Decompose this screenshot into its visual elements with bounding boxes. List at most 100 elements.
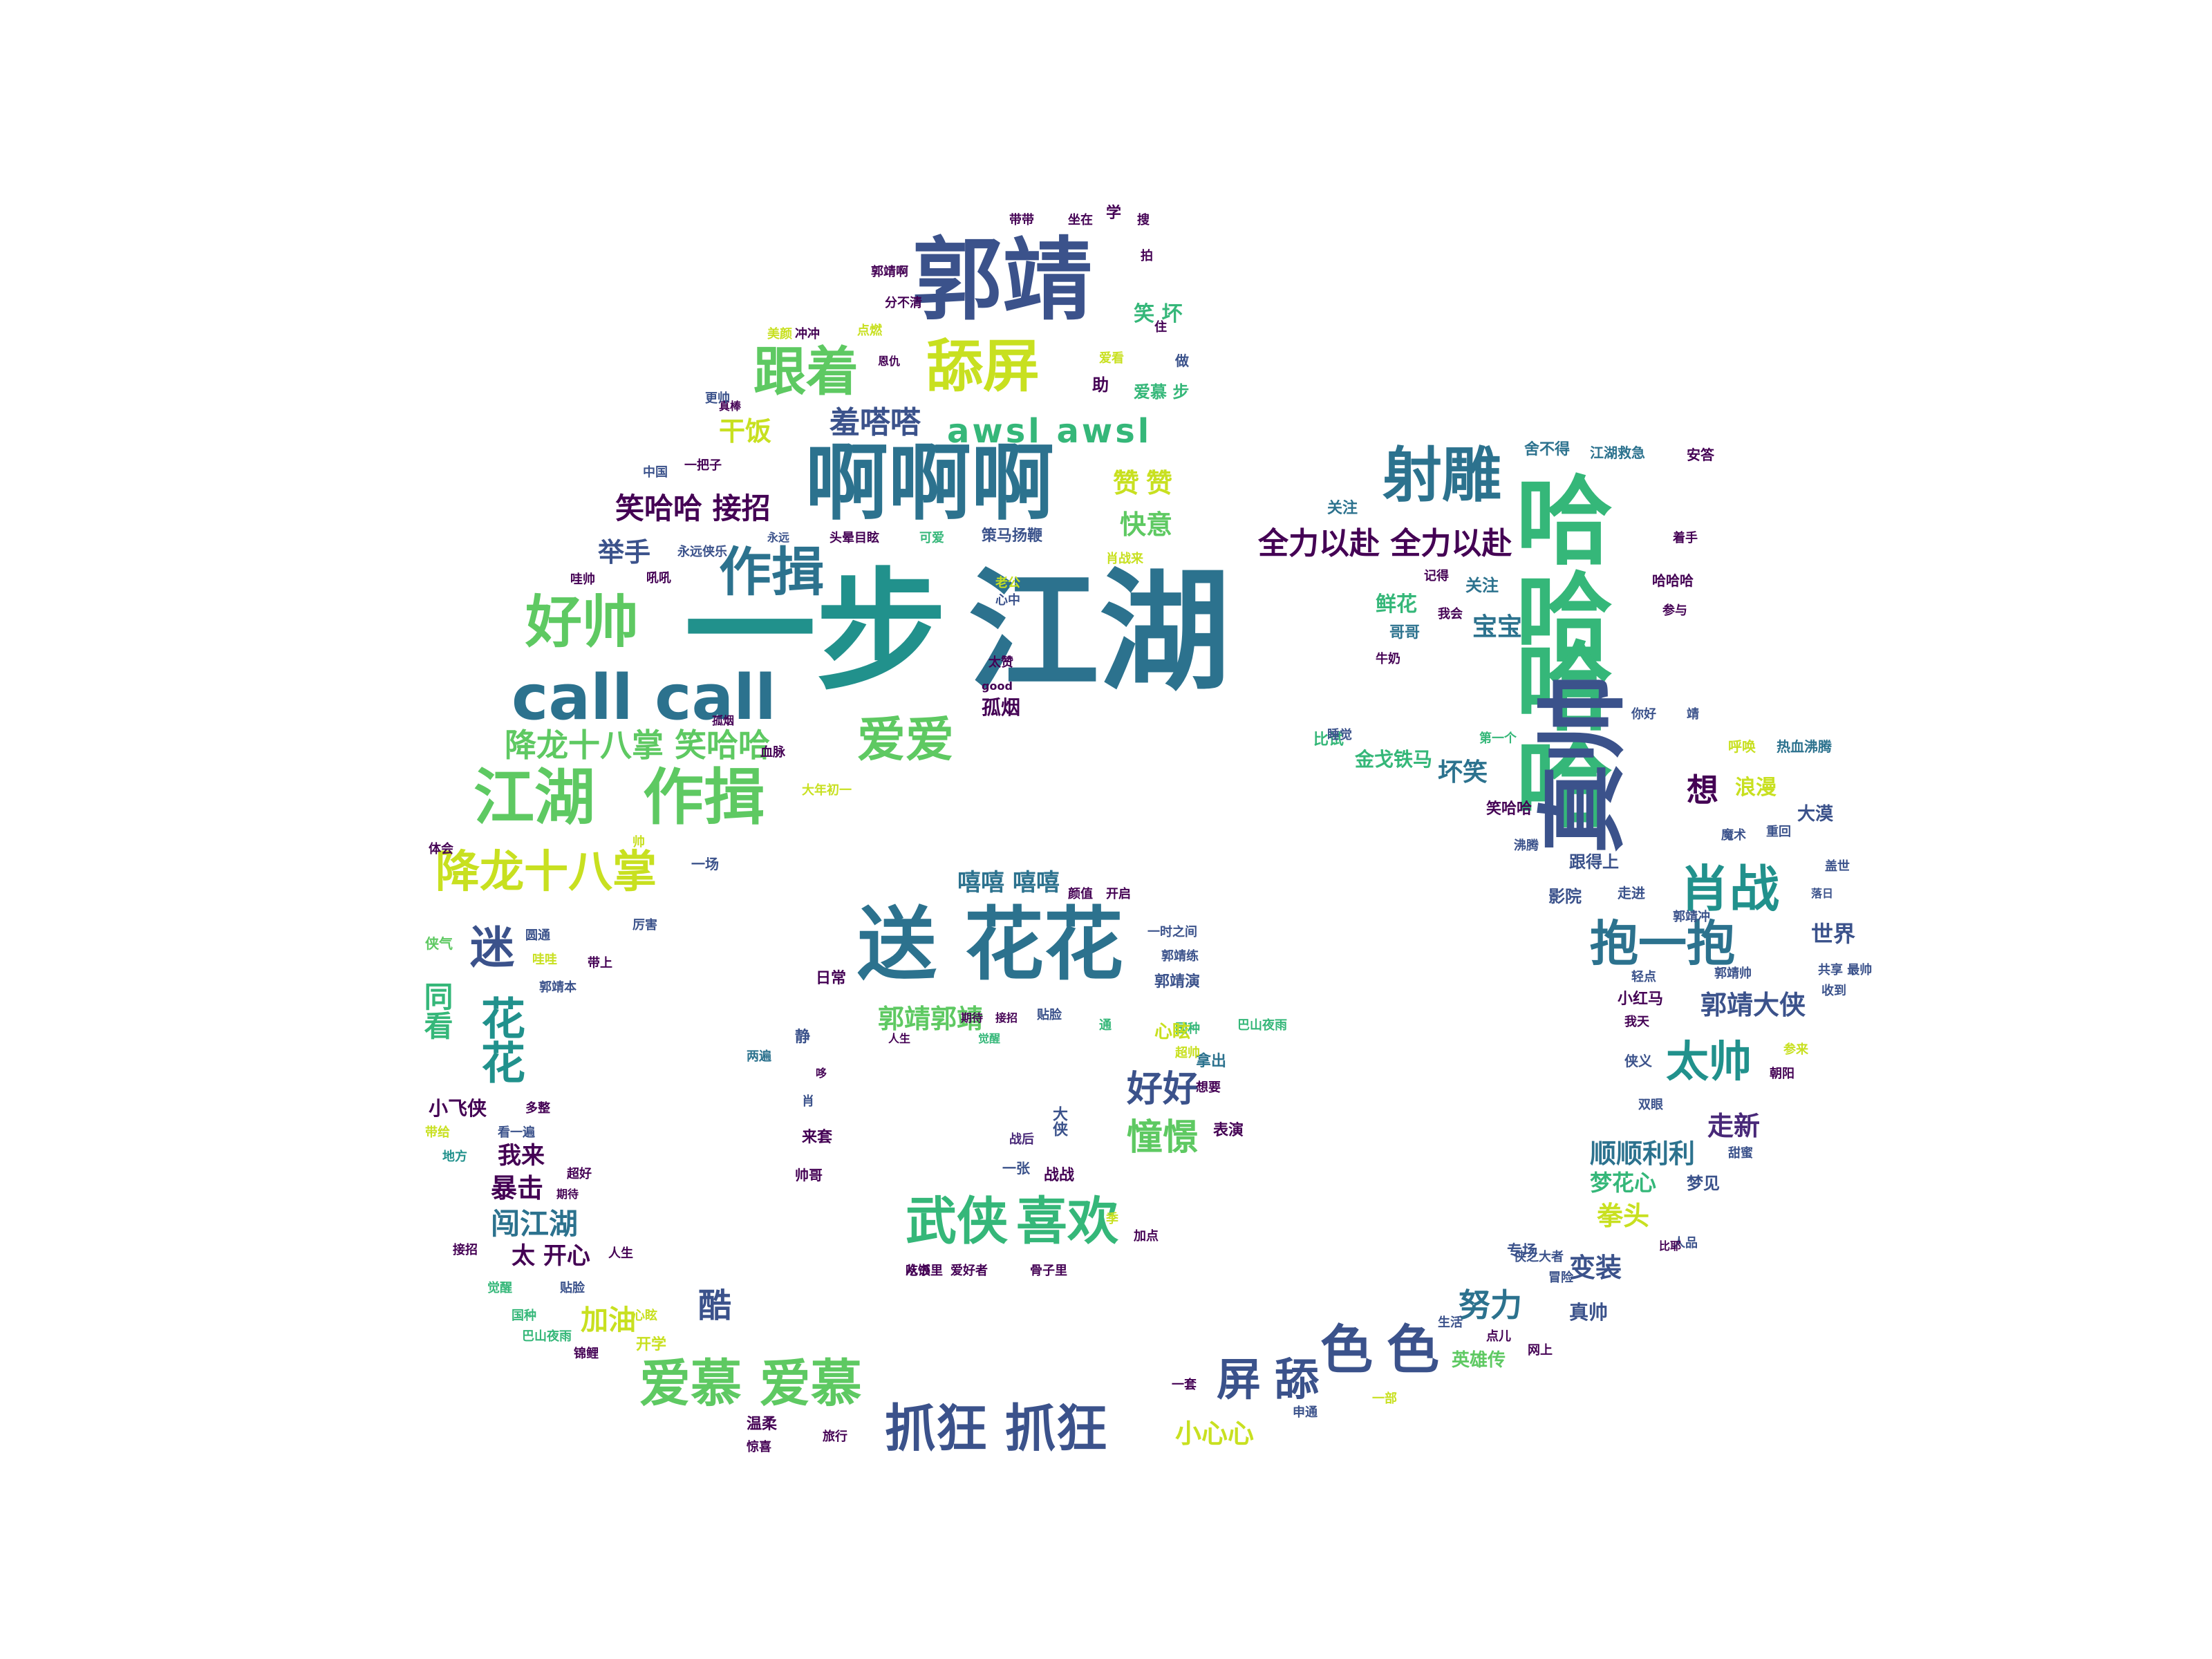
word-cloud-word: 点儿 — [1486, 1329, 1511, 1344]
word-cloud-word: 快意 — [1120, 509, 1173, 540]
word-cloud-word: good — [982, 679, 1013, 693]
word-cloud-word: 冒险 — [1548, 1271, 1573, 1285]
word-cloud-word: 同看 — [420, 982, 453, 1040]
word-cloud-word: 哇哇 — [532, 953, 557, 967]
word-cloud-word: call call — [512, 662, 776, 734]
word-cloud-word: 从书里 — [906, 1264, 943, 1278]
word-cloud-word: 抱一抱 — [1590, 915, 1735, 972]
word-cloud-word: 旅行 — [823, 1430, 847, 1444]
word-cloud-word: 太 开心 — [512, 1242, 590, 1270]
word-cloud-word: 圆通 — [525, 928, 550, 943]
word-cloud-word: 觉醒 — [978, 1032, 1001, 1045]
word-cloud-word: 我会 — [1438, 607, 1463, 621]
word-cloud-word: 永远 — [767, 531, 790, 544]
word-cloud-word: 小心心 — [1175, 1418, 1255, 1449]
word-cloud-word: 一张 — [1002, 1160, 1030, 1177]
word-cloud-word: 人生 — [608, 1246, 633, 1261]
word-cloud-word: 季 — [1106, 1212, 1118, 1226]
word-cloud-word: 郭靖冲 — [1673, 910, 1710, 924]
word-cloud-word: 努力 — [1459, 1286, 1522, 1324]
word-cloud-word: 送 — [857, 899, 937, 991]
word-cloud-word: 心中 — [995, 593, 1020, 608]
word-cloud-word: 哈哈 — [1499, 636, 1612, 830]
word-cloud-word: 学 — [1106, 205, 1122, 222]
word-cloud-word: 拳头 — [1597, 1201, 1650, 1231]
word-cloud-word: 作揖 — [643, 762, 765, 833]
word-cloud-word: 舔屏 — [926, 334, 1040, 400]
word-cloud-word: 呼唤 — [1728, 738, 1756, 755]
word-cloud-word: 可爱 — [919, 531, 944, 545]
word-cloud-word: 比试 — [1313, 731, 1344, 749]
word-cloud-word: 坐在 — [1068, 213, 1093, 227]
word-cloud-word: 降龙十八掌 笑哈哈 — [505, 727, 771, 764]
word-cloud-word: 郭靖啊 — [871, 265, 908, 279]
word-cloud-word: 助 — [1092, 375, 1109, 395]
word-cloud-word: 记得 — [1424, 569, 1449, 583]
word-cloud-word: 一场 — [691, 856, 719, 872]
word-cloud-word: 想要 — [1196, 1080, 1221, 1095]
word-cloud-word: 带上 — [588, 956, 612, 971]
word-cloud-word: 舍不得 — [1524, 441, 1571, 458]
word-cloud-word: 点燃 — [857, 324, 882, 338]
word-cloud-word: 共享 最帅 — [1818, 963, 1873, 977]
word-cloud-word: 冲冲 — [795, 327, 820, 341]
word-cloud-word: 好帅 — [525, 590, 639, 655]
word-cloud-word: 哈哈哈 — [1652, 572, 1694, 589]
word-cloud-word: 一时之间 — [1147, 925, 1197, 939]
word-cloud-word: 江湖 — [474, 762, 596, 833]
word-cloud-word: 贴脸 — [560, 1281, 585, 1295]
word-cloud-word: 国种 — [1175, 1022, 1200, 1036]
word-cloud-word: 老公 — [995, 576, 1020, 590]
word-cloud-word: 一部 — [1372, 1391, 1397, 1406]
word-cloud-word: 暴击 — [491, 1173, 544, 1203]
word-cloud-word: 赞赞 — [1113, 468, 1180, 498]
word-cloud-word: 肖战 — [1680, 860, 1780, 918]
word-cloud-word: 爱看 — [1099, 351, 1124, 366]
word-cloud-word: 抓狂 抓狂 — [885, 1399, 1107, 1459]
word-cloud-word: 真帅 — [1530, 673, 1636, 854]
word-cloud-word: 一套 — [1172, 1378, 1197, 1392]
word-cloud-word: 哆 — [816, 1067, 827, 1080]
word-cloud-word: 笑哈哈 — [1486, 800, 1533, 818]
word-cloud-word: 双眼 — [1638, 1098, 1663, 1112]
word-cloud-word: 侠气 — [425, 935, 453, 952]
word-cloud-word: 郭靖郭靖 — [878, 1004, 984, 1034]
word-cloud-word: 好好 — [1127, 1069, 1199, 1110]
word-cloud-word: 爱慕 爱慕 — [639, 1354, 862, 1414]
word-cloud-word: 更帅 — [705, 391, 730, 406]
word-cloud-word: 看一遍 — [498, 1125, 535, 1140]
word-cloud-word: 爱慕 步 — [1134, 382, 1190, 402]
word-cloud-word: 巴山夜雨 — [522, 1329, 572, 1344]
word-cloud-word: 干饭 — [719, 416, 772, 447]
word-cloud-word: 参来 — [1783, 1042, 1808, 1057]
word-cloud-word: 策马扬鞭 — [982, 527, 1043, 545]
word-cloud-word: 人生 — [888, 1032, 911, 1045]
word-cloud-word: 大年初一 — [802, 783, 852, 798]
word-cloud-word: 超帅 — [1175, 1046, 1200, 1060]
word-cloud-word: 降龙十八掌 — [435, 847, 657, 898]
word-cloud-word: 一把子 — [684, 458, 722, 473]
word-cloud-word: 战后 — [1009, 1132, 1034, 1147]
word-cloud-word: 想 — [1687, 771, 1718, 809]
word-cloud-word: 色色 — [1320, 1319, 1453, 1380]
word-cloud-word: 爱好者 — [950, 1264, 988, 1278]
word-cloud-word: 全力以赴 全力以赴 — [1258, 526, 1512, 561]
word-cloud-word: 跟得上 — [1569, 852, 1619, 872]
word-cloud-word: 专场 — [1507, 1243, 1538, 1260]
word-cloud-word: 网上 — [1528, 1343, 1553, 1358]
word-cloud-word: 郭靖练 — [1161, 949, 1199, 964]
word-cloud-word: 住 — [1154, 320, 1167, 335]
word-cloud-word: 酷 — [698, 1286, 732, 1325]
word-cloud-word: 太帅 — [1666, 1036, 1752, 1087]
word-cloud-word: 我来 — [498, 1142, 545, 1170]
word-cloud-word: 热血沸腾 — [1777, 738, 1832, 755]
word-cloud-word: 大侠 — [1050, 1106, 1067, 1136]
word-cloud-word: 超好 — [567, 1167, 592, 1181]
word-cloud-word: 觉醒 — [487, 1281, 512, 1295]
word-cloud-word: 贴脸 — [1037, 1008, 1062, 1022]
word-cloud-word: 屏舔 — [1217, 1355, 1333, 1406]
word-cloud-word: 啊啊啊 — [805, 435, 1054, 532]
word-cloud-word: 申通 — [1293, 1405, 1318, 1420]
word-cloud-word: 帅哥 — [795, 1167, 823, 1183]
word-cloud-word: 开启 — [1106, 887, 1131, 901]
